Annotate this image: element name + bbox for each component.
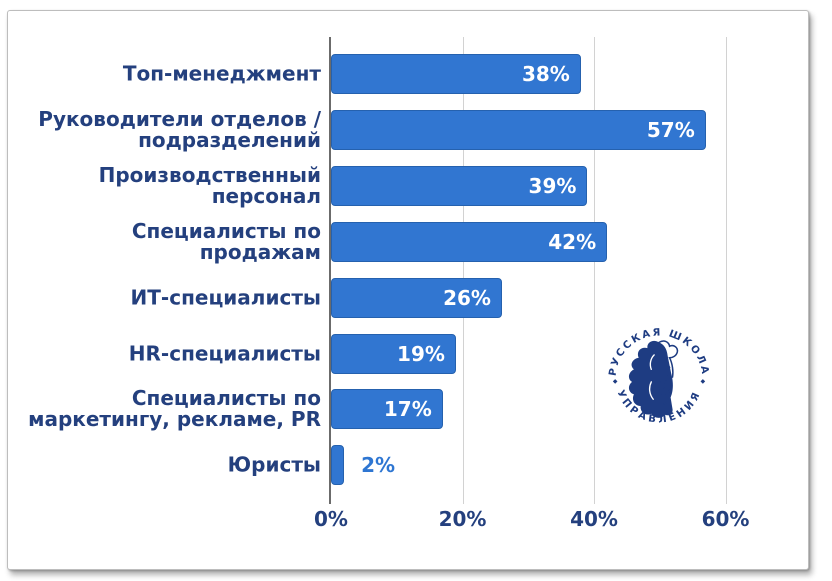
x-tick-label: 0%: [314, 507, 348, 531]
bar: [331, 277, 502, 318]
bar-row: HR-специалисты 19%: [8, 333, 808, 374]
chart-card: РУССКАЯ ШКОЛА УПРАВЛЕНИЯ 0% 20% 40: [7, 10, 809, 570]
category-label: Специалисты по маркетингу, рекламе, PR: [28, 386, 321, 432]
bar-row: Специалисты по продажам 42%: [8, 218, 808, 264]
bar: [331, 445, 345, 486]
bar: [331, 165, 588, 206]
category-label: Юристы: [227, 452, 321, 477]
logo-right-diamond-icon: [700, 379, 706, 384]
bar-row: Руководители отделов / подразделений 57%: [8, 106, 808, 152]
value-label: 26%: [443, 285, 491, 310]
x-tick-label: 40%: [570, 507, 618, 531]
gridline: [462, 37, 464, 504]
lion-head-icon: [628, 340, 679, 418]
category-label: Топ-менеджмент: [122, 61, 321, 86]
value-label: 39%: [528, 173, 577, 198]
bar: [331, 333, 456, 374]
y-axis-line: [329, 37, 331, 504]
gridline: [594, 37, 595, 504]
category-label: Специалисты по продажам: [131, 218, 321, 264]
value-label: 38%: [521, 62, 570, 86]
value-label: 17%: [383, 397, 432, 422]
bar-row: Топ-менеджмент 38%: [8, 54, 808, 94]
x-tick-label: 20%: [438, 507, 487, 531]
bar: [331, 389, 443, 430]
value-label: 57%: [646, 117, 695, 142]
bar: [331, 221, 608, 262]
bar: [331, 54, 581, 94]
bar-row: Производственный персонал 39%: [8, 162, 808, 208]
gridline: [725, 37, 727, 504]
value-label: 42%: [548, 229, 597, 254]
category-label: ИТ-специалисты: [130, 285, 321, 310]
logo-left-diamond-icon: [612, 379, 618, 384]
bar-row: Юристы 2%: [8, 445, 808, 486]
category-label: Производственный персонал: [98, 162, 321, 208]
x-tick-label: 60%: [701, 507, 750, 531]
bar-row: ИТ-специалисты 26%: [8, 277, 808, 318]
category-label: HR-специалисты: [128, 341, 321, 365]
value-label: 19%: [397, 341, 445, 366]
value-label: 2%: [361, 453, 396, 478]
category-label: Руководители отделов / подразделений: [38, 106, 321, 152]
logo-russian-school-of-management: РУССКАЯ ШКОЛА УПРАВЛЕНИЯ: [608, 327, 709, 425]
bar-row: Специалисты по маркетингу, рекламе, PR 17…: [8, 386, 808, 432]
bar: [331, 109, 706, 150]
